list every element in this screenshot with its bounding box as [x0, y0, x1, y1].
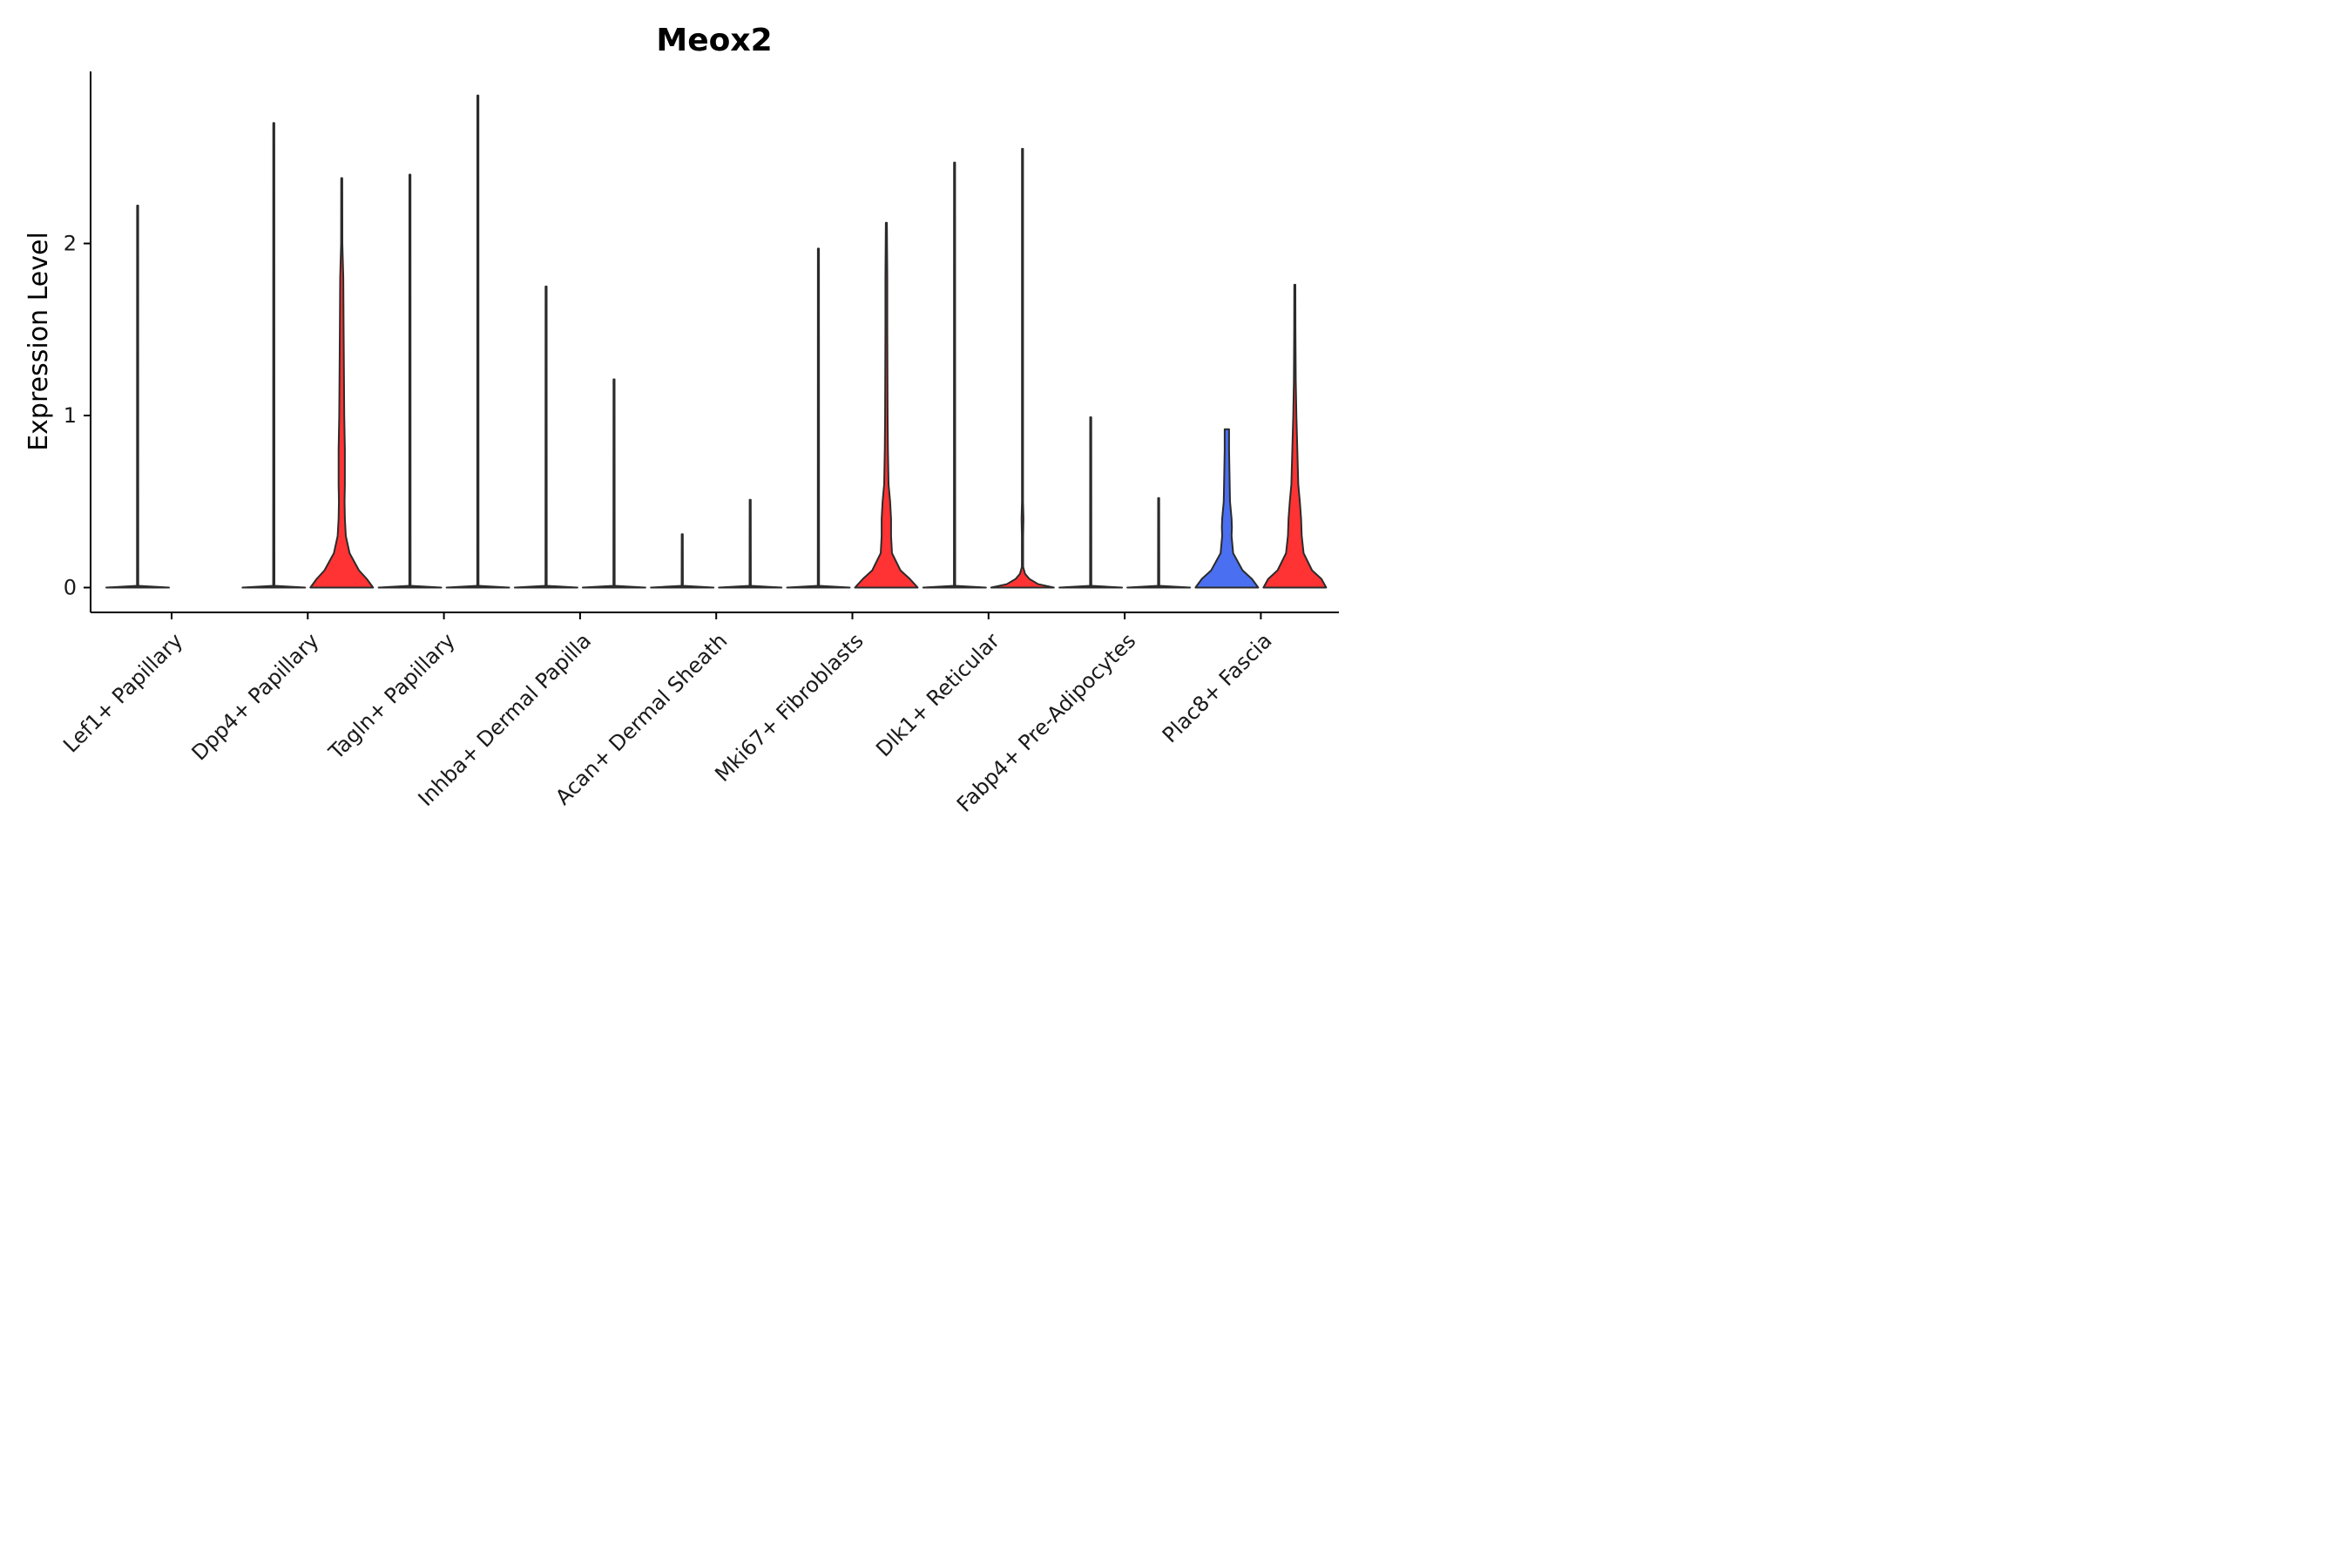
- chart-title: Meox2: [656, 23, 772, 58]
- y-axis-title: Expression Level: [24, 232, 54, 451]
- violin-mark: [105, 205, 170, 589]
- violin-mark: [513, 285, 578, 589]
- violin-mark: [854, 221, 919, 589]
- violin-mark: [581, 378, 646, 589]
- x-tick-label: Mki67+ Fibroblasts: [710, 628, 868, 786]
- x-tick-label: Plac8+ Fascia: [1158, 628, 1277, 747]
- x-tick-label: Dpp4+ Papillary: [187, 628, 324, 765]
- violin-mark: [1058, 416, 1124, 589]
- violin-mark: [241, 122, 307, 589]
- violin-layer: [105, 94, 1328, 589]
- violin-mark: [922, 161, 987, 589]
- y-axis-ticks: 0 1 2: [64, 232, 91, 600]
- axes: [90, 71, 1339, 613]
- violin-mark: [718, 498, 783, 589]
- violin-mark: [1262, 283, 1328, 589]
- violin-mark: [377, 173, 443, 589]
- violin-chart: Meox2 Expression Level 0 1 2 Lef1+ Papilla…: [24, 23, 1339, 817]
- x-tick-label: Dlk1+ Reticular: [871, 628, 1004, 761]
- x-tick-label: Tagln+ Papillary: [323, 628, 460, 765]
- violin-mark: [650, 533, 715, 589]
- violin-mark: [990, 147, 1055, 589]
- violin-mark: [786, 247, 851, 589]
- y-tick-label: 2: [64, 232, 77, 256]
- violin-mark: [1194, 428, 1260, 589]
- y-tick-label: 0: [64, 576, 77, 600]
- violin-mark: [445, 94, 510, 589]
- violin-mark: [309, 177, 375, 589]
- violin-mark: [1126, 497, 1192, 589]
- y-tick-label: 1: [64, 403, 77, 428]
- x-tick-label: Lef1+ Papillary: [58, 628, 187, 757]
- x-axis-ticks: Lef1+ Papillary Dpp4+ Papillary Tagln+ Pap…: [58, 612, 1277, 817]
